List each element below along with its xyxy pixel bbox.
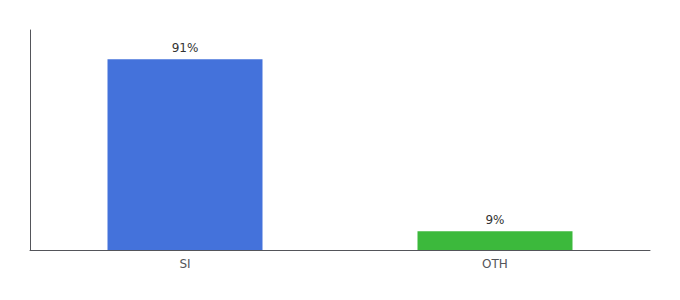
svg-text:OTH: OTH: [482, 257, 508, 271]
svg-text:91%: 91%: [172, 41, 199, 55]
svg-text:9%: 9%: [485, 213, 504, 227]
svg-text:SI: SI: [179, 257, 190, 271]
